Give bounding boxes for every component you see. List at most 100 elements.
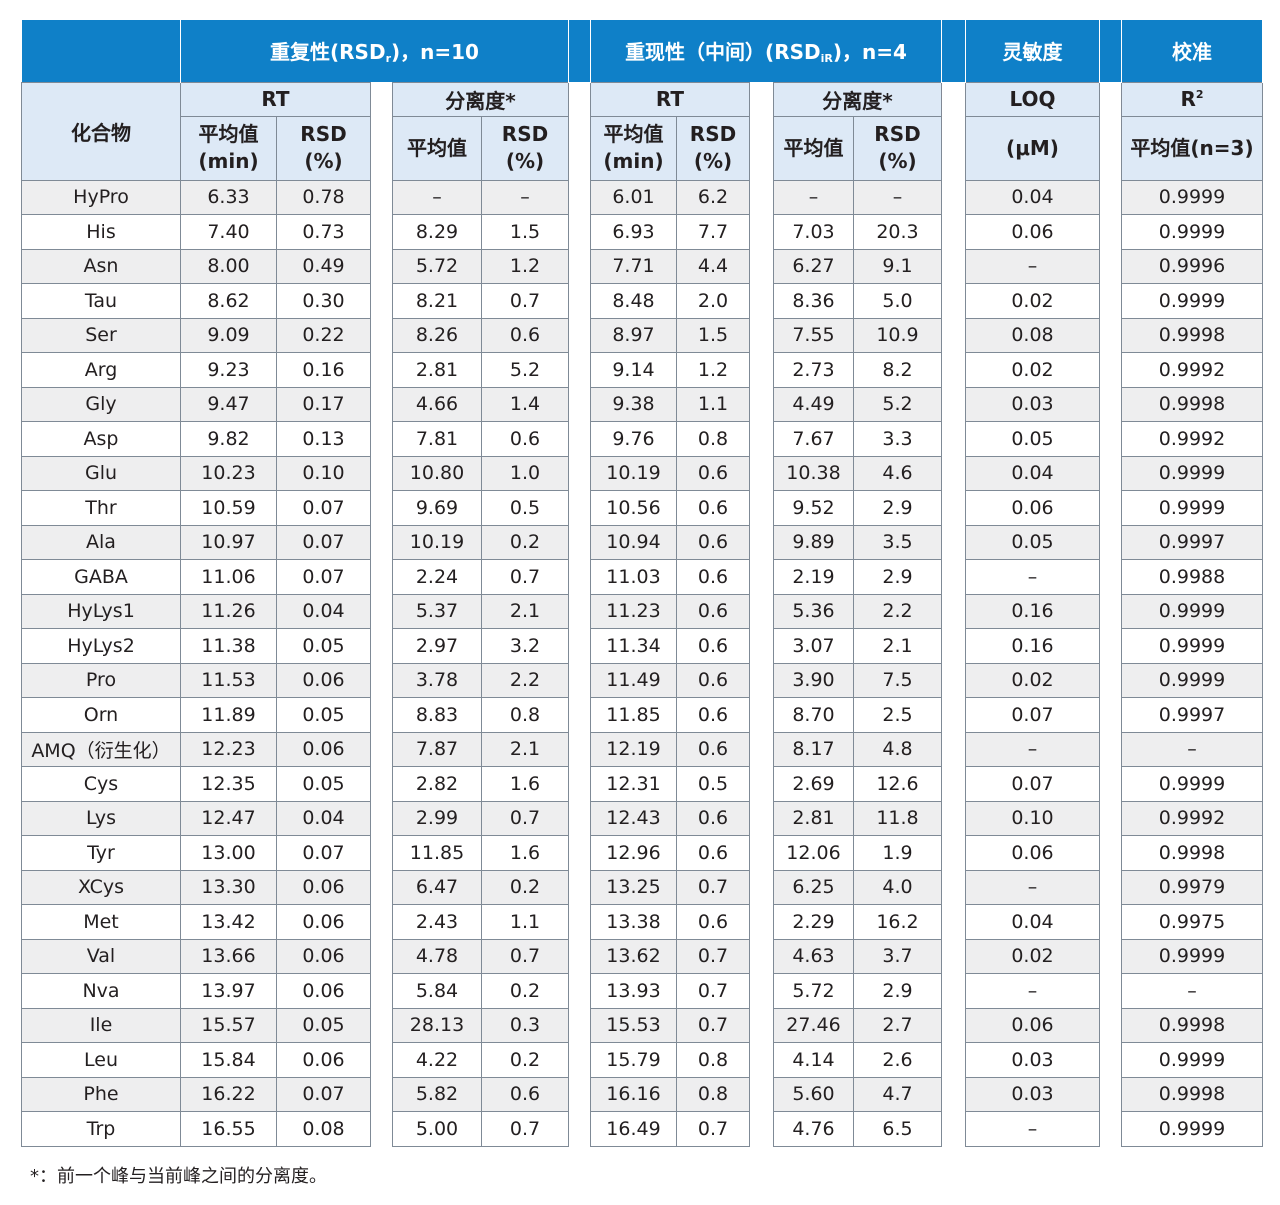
value-cell: 0.22 xyxy=(276,317,371,353)
header-r2: R2 xyxy=(1121,81,1263,117)
compound-name-cell: XCys xyxy=(21,869,181,905)
column-gap xyxy=(568,318,591,353)
compound-name-cell: Gly xyxy=(21,386,181,422)
column-gap xyxy=(941,904,966,939)
column-gap xyxy=(1099,352,1122,387)
value-cell: 11.06 xyxy=(180,559,277,595)
column-gap xyxy=(749,939,774,974)
value-cell: 13.97 xyxy=(180,973,277,1009)
column-gap xyxy=(749,697,774,732)
table-row: XCys 13.30 0.06 6.47 0.2 13.25 0.7 6.25 4.0–0.99… xyxy=(21,869,1263,905)
value-cell: 2.2 xyxy=(853,593,942,629)
column-gap xyxy=(749,490,774,525)
column-gap xyxy=(1099,939,1122,974)
column-gap xyxy=(749,249,774,284)
header-repeatability: 重复性(RSDr)，n=10 xyxy=(180,20,569,82)
value-cell: 12.43 xyxy=(590,800,677,836)
value-cell: 0.9999 xyxy=(1121,490,1263,526)
value-cell: 12.31 xyxy=(590,766,677,802)
value-cell: 5.37 xyxy=(392,593,482,629)
value-cell: 0.06 xyxy=(276,904,371,940)
table-row: Met 13.42 0.06 2.43 1.1 13.38 0.6 2.29 16.2 0.04 0… xyxy=(21,904,1263,940)
value-cell: 16.16 xyxy=(590,1076,677,1112)
value-cell: 2.9 xyxy=(853,973,942,1009)
value-cell: 12.06 xyxy=(773,835,854,871)
column-gap xyxy=(370,939,393,974)
value-cell: 0.04 xyxy=(965,179,1100,215)
value-cell: 0.6 xyxy=(676,490,750,526)
table-row: Leu 15.84 0.06 4.22 0.2 15.79 0.8 4.14 2.6 0.03 0.… xyxy=(21,1042,1263,1078)
value-cell: 0.04 xyxy=(276,800,371,836)
value-cell: 5.82 xyxy=(392,1076,482,1112)
column-gap xyxy=(749,1008,774,1043)
column-gap xyxy=(370,214,393,249)
value-cell: 10.59 xyxy=(180,490,277,526)
compound-name-cell: Leu xyxy=(21,1042,181,1078)
value-cell: 0.06 xyxy=(276,662,371,698)
compound-name-cell: His xyxy=(21,214,181,250)
value-cell: 0.5 xyxy=(481,490,569,526)
value-cell: 0.10 xyxy=(965,800,1100,836)
header-gap xyxy=(749,82,774,116)
column-gap xyxy=(941,180,966,215)
column-gap xyxy=(568,456,591,491)
value-cell: 4.6 xyxy=(853,455,942,491)
value-cell: 16.49 xyxy=(590,1111,677,1147)
value-cell: 3.90 xyxy=(773,662,854,698)
table-row: Asn 8.00 0.49 5.72 1.2 7.71 4.4 6.27 9.1–0.9996 xyxy=(21,248,1263,284)
compound-name-cell: Lys xyxy=(21,800,181,836)
value-cell: 13.30 xyxy=(180,869,277,905)
value-cell: 10.97 xyxy=(180,524,277,560)
column-gap xyxy=(370,283,393,318)
column-gap xyxy=(1099,732,1122,767)
column-gap xyxy=(1099,801,1122,836)
value-cell: – xyxy=(965,248,1100,284)
header-mean-n3: 平均值(n=3) xyxy=(1121,115,1263,181)
value-cell: 0.7 xyxy=(481,283,569,319)
column-gap xyxy=(568,628,591,663)
value-cell: 10.38 xyxy=(773,455,854,491)
value-cell: 11.89 xyxy=(180,697,277,733)
column-gap xyxy=(941,421,966,456)
value-cell: – xyxy=(965,1111,1100,1147)
value-cell: 8.97 xyxy=(590,317,677,353)
column-gap xyxy=(941,870,966,905)
value-cell: 0.8 xyxy=(676,421,750,457)
value-cell: 0.05 xyxy=(276,697,371,733)
value-cell: 15.53 xyxy=(590,1007,677,1043)
value-cell: 10.9 xyxy=(853,317,942,353)
value-cell: 13.66 xyxy=(180,938,277,974)
value-cell: 0.6 xyxy=(481,421,569,457)
value-cell: 0.6 xyxy=(481,1076,569,1112)
value-cell: 2.24 xyxy=(392,559,482,595)
header-gap xyxy=(941,116,966,180)
header-sensitivity: 灵敏度 xyxy=(965,20,1100,82)
value-cell: 9.47 xyxy=(180,386,277,422)
column-gap xyxy=(568,697,591,732)
column-gap xyxy=(1099,525,1122,560)
value-cell: 0.7 xyxy=(676,1111,750,1147)
value-cell: – xyxy=(773,179,854,215)
value-cell: 6.93 xyxy=(590,214,677,250)
column-gap xyxy=(941,766,966,801)
column-gap xyxy=(568,559,591,594)
value-cell: 0.6 xyxy=(676,904,750,940)
value-cell: 0.7 xyxy=(676,938,750,974)
value-cell: 6.01 xyxy=(590,179,677,215)
value-cell: 0.05 xyxy=(276,1007,371,1043)
value-cell: 8.17 xyxy=(773,731,854,767)
compound-name-cell: Val xyxy=(21,938,181,974)
compound-name-cell: Asn xyxy=(21,248,181,284)
column-gap xyxy=(1099,490,1122,525)
value-cell: 0.9997 xyxy=(1121,697,1263,733)
value-cell: 1.9 xyxy=(853,835,942,871)
value-cell: 0.02 xyxy=(965,283,1100,319)
value-cell: 0.9988 xyxy=(1121,559,1263,595)
value-cell: 11.85 xyxy=(392,835,482,871)
column-gap xyxy=(941,559,966,594)
value-cell: – xyxy=(1121,731,1263,767)
table-row: Ala 10.97 0.07 10.19 0.2 10.94 0.6 9.89 3.5 0.05 0… xyxy=(21,524,1263,560)
value-cell: 8.29 xyxy=(392,214,482,250)
compound-name-cell: Orn xyxy=(21,697,181,733)
column-gap xyxy=(941,249,966,284)
